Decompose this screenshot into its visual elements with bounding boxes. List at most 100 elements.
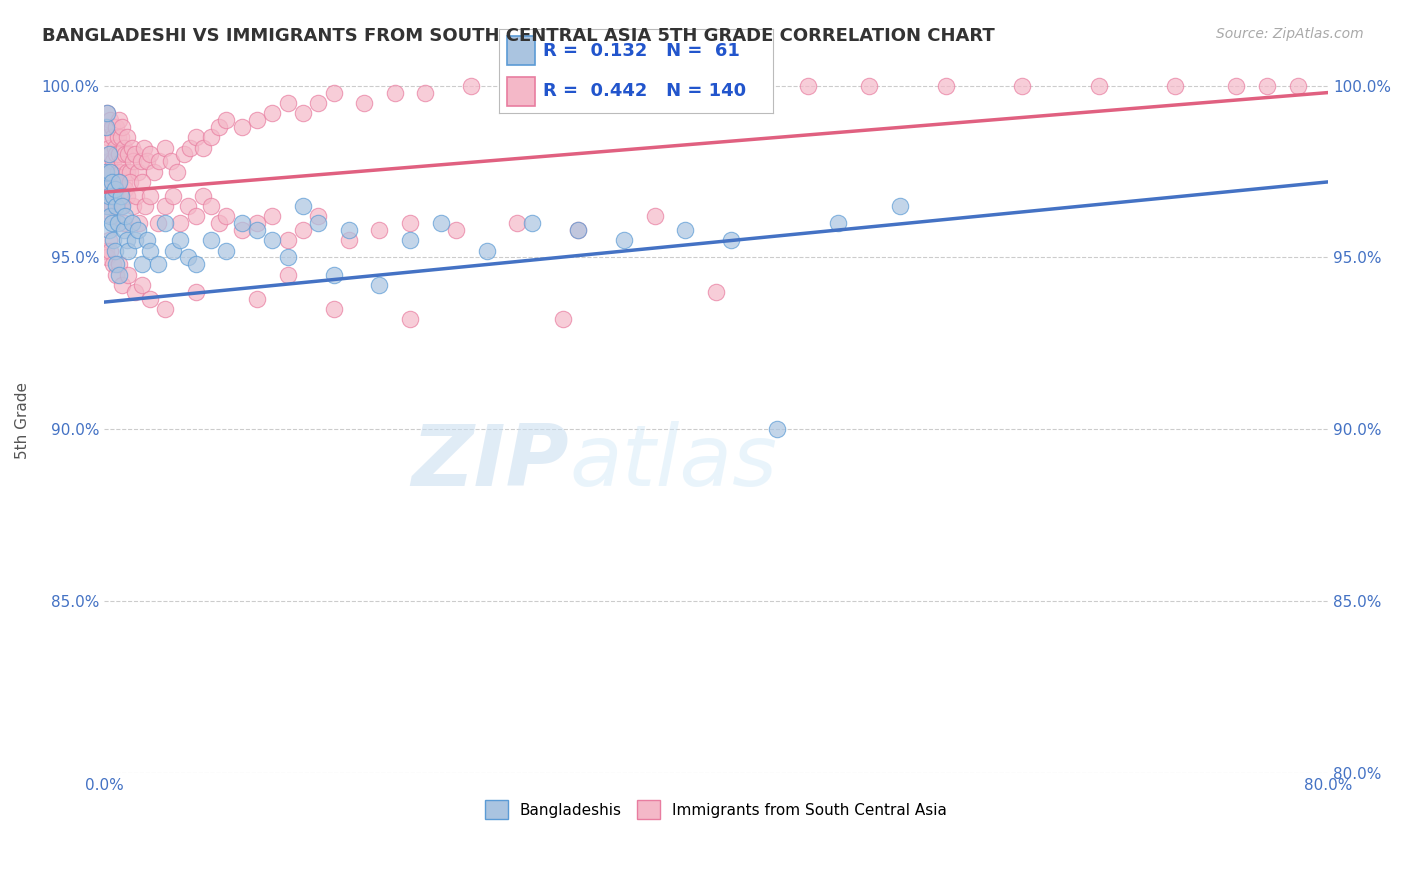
Point [162,244,184,258]
Point [415,86,437,100]
Point [124,285,146,299]
Point [115,164,138,178]
Point [231,120,253,134]
Point [173,147,195,161]
Point [101,233,124,247]
Point [114,147,136,161]
Point [153,301,176,316]
Point [112,216,135,230]
Point [1011,78,1033,93]
Point [107,216,129,230]
Point [104,175,127,189]
Point [98,147,121,161]
Point [108,113,131,128]
Point [98,164,121,178]
Point [97,223,120,237]
Point [97,154,120,169]
Point [97,199,120,213]
Point [613,233,636,247]
Point [307,209,329,223]
Point [160,154,183,169]
Point [231,223,253,237]
Point [720,233,742,247]
Point [246,292,269,306]
Point [153,140,176,154]
FancyBboxPatch shape [508,77,534,105]
Point [107,175,129,189]
Point [353,95,375,110]
Point [277,233,299,247]
Legend: Bangladeshis, Immigrants from South Central Asia: Bangladeshis, Immigrants from South Cent… [478,794,953,825]
Point [551,78,574,93]
Point [129,154,152,169]
Point [101,188,124,202]
Point [97,188,120,202]
Point [399,216,422,230]
Point [246,223,269,237]
Point [429,216,451,230]
Point [127,164,149,178]
Point [105,199,128,213]
Point [128,216,150,230]
Point [184,130,207,145]
Point [100,175,122,189]
Point [110,164,132,178]
Point [105,268,128,282]
Y-axis label: 5th Grade: 5th Grade [15,382,30,459]
Point [337,233,360,247]
Point [200,199,222,213]
Text: ZIP: ZIP [412,421,569,504]
Point [935,78,957,93]
Point [162,188,184,202]
Text: R =  0.442   N = 140: R = 0.442 N = 140 [543,82,747,100]
Point [100,216,122,230]
Text: R =  0.132   N =  61: R = 0.132 N = 61 [543,42,740,60]
FancyBboxPatch shape [508,37,534,65]
Point [98,209,121,223]
Point [704,285,727,299]
Point [444,223,467,237]
Point [262,209,284,223]
Point [184,209,207,223]
Point [307,95,329,110]
Point [200,130,222,145]
Point [94,164,117,178]
Point [146,257,169,271]
Point [1225,78,1247,93]
Point [148,154,170,169]
Point [460,78,482,93]
Point [262,106,284,120]
Point [94,164,117,178]
Point [231,216,253,230]
Point [135,233,157,247]
Text: BANGLADESHI VS IMMIGRANTS FROM SOUTH CENTRAL ASIA 5TH GRADE CORRELATION CHART: BANGLADESHI VS IMMIGRANTS FROM SOUTH CEN… [42,27,995,45]
Point [797,78,820,93]
Point [117,147,139,161]
Point [827,216,849,230]
Point [100,120,122,134]
Point [193,188,215,202]
Point [644,209,666,223]
Point [277,95,299,110]
Point [115,188,138,202]
Point [94,244,117,258]
Point [100,164,122,178]
Point [112,140,135,154]
Point [117,244,139,258]
Point [98,244,121,258]
Point [337,223,360,237]
Point [115,233,138,247]
Point [96,199,118,213]
Point [105,257,128,271]
Point [1286,78,1309,93]
Point [506,78,529,93]
Point [166,164,188,178]
Point [114,182,136,196]
Point [114,209,136,223]
Point [1164,78,1187,93]
Point [322,268,344,282]
Point [184,285,207,299]
Point [322,301,344,316]
Point [675,223,697,237]
Point [169,216,191,230]
